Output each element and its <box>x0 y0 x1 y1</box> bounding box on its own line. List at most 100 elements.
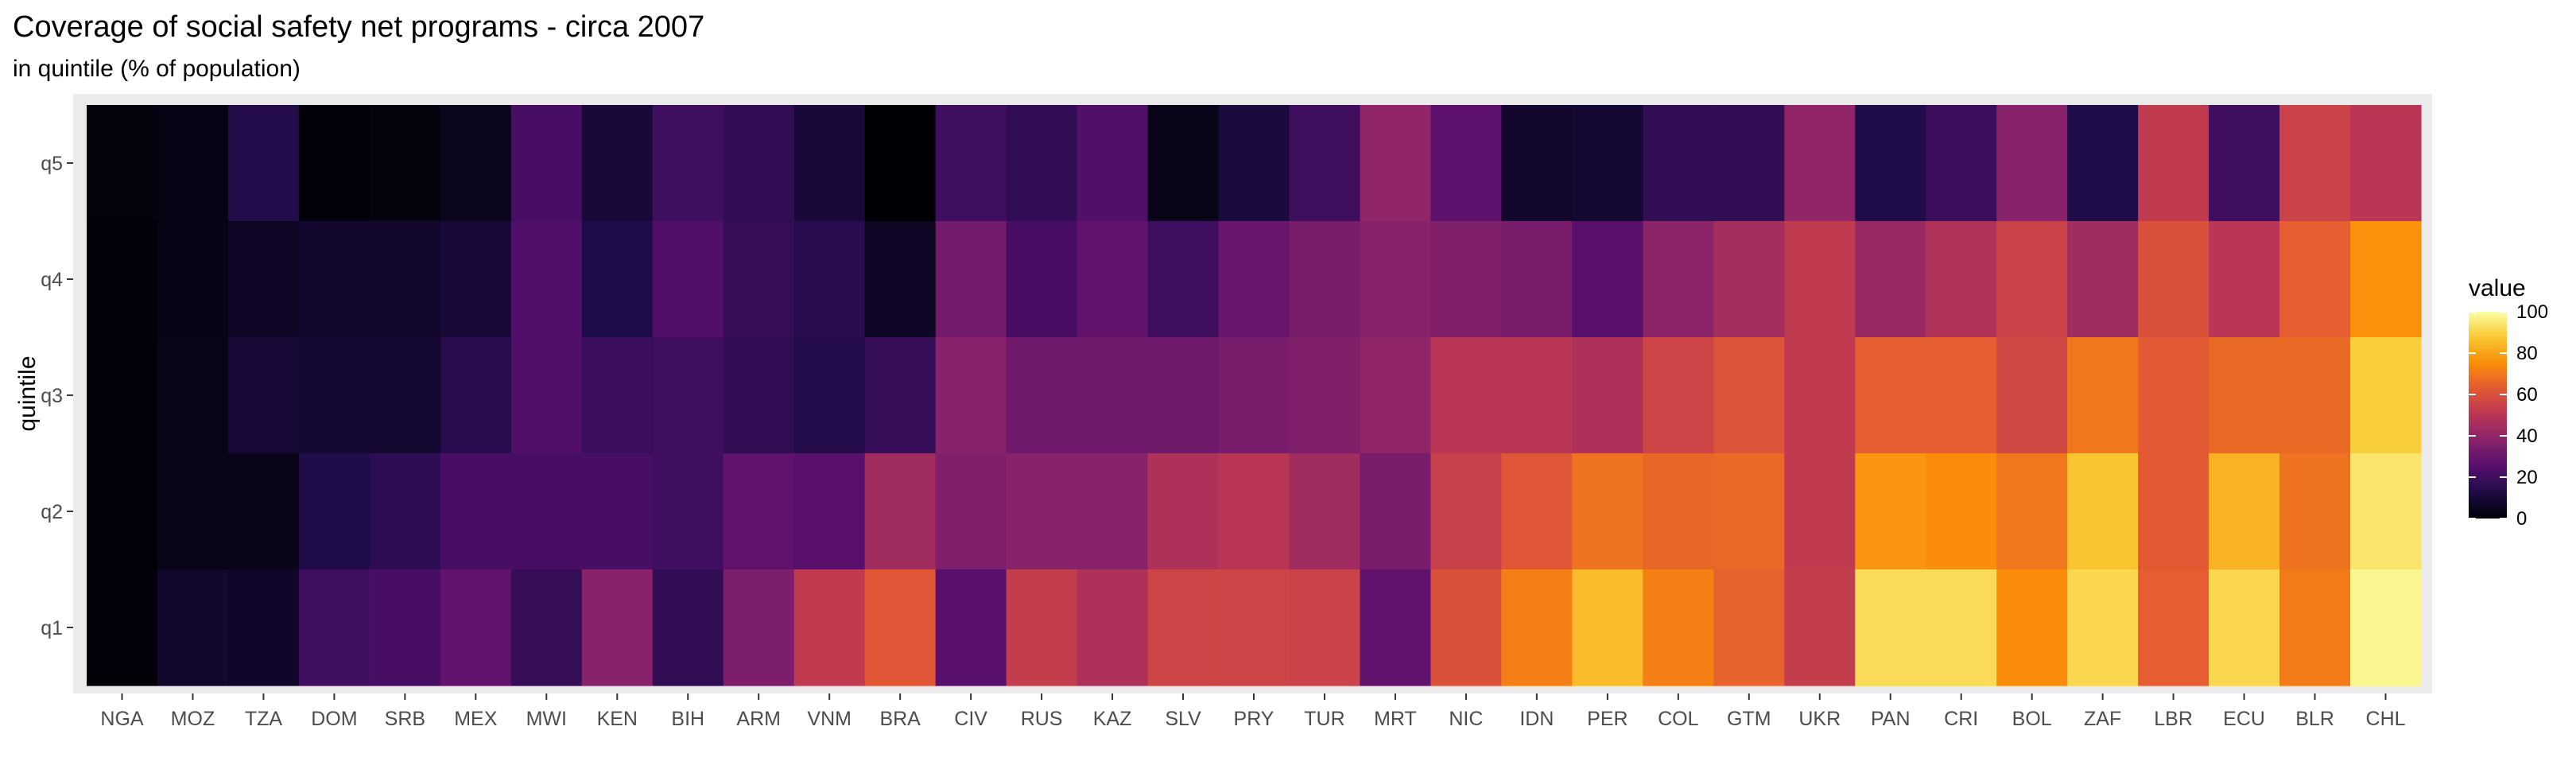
heatmap-cell-moz-q1 <box>157 569 229 686</box>
heatmap-cell-nga-q4 <box>87 221 158 338</box>
chart-subtitle: in quintile (% of population) <box>13 56 301 82</box>
heatmap-cell-tza-q3 <box>227 337 300 454</box>
heatmap-cell-moz-q3 <box>157 337 229 454</box>
heatmap-cell-vnm-q4 <box>793 221 866 338</box>
heatmap-cell-mrt-q2 <box>1360 453 1432 570</box>
heatmap-cell-pry-q4 <box>1218 221 1290 338</box>
colorbar-tick-label-60: 60 <box>2516 384 2538 406</box>
x-tick-label-tur: TUR <box>1304 708 1344 730</box>
heatmap-cell-dom-q5 <box>298 105 370 222</box>
heatmap-cell-pry-q3 <box>1218 337 1290 454</box>
heatmap-cell-dom-q4 <box>298 221 370 338</box>
heatmap-cell-nic-q1 <box>1430 569 1502 686</box>
heatmap-cell-tza-q2 <box>227 453 300 570</box>
heatmap-cell-rus-q4 <box>1006 221 1078 338</box>
heatmap-cell-arm-q3 <box>723 337 795 454</box>
heatmap-cell-lbr-q3 <box>2138 337 2209 454</box>
heatmap-cell-tza-q5 <box>227 105 300 222</box>
heatmap-cell-ukr-q1 <box>1784 569 1856 686</box>
heatmap-cell-mex-q4 <box>440 221 512 338</box>
y-axis: q5 q4 q3 q2 q1 <box>41 153 73 639</box>
heatmap-cell-arm-q2 <box>723 453 795 570</box>
heatmap-cell-nic-q4 <box>1430 221 1502 338</box>
heatmap-cell-srb-q3 <box>369 337 441 454</box>
heatmap-cell-dom-q2 <box>298 453 370 570</box>
heatmap-cell-pan-q4 <box>1855 221 1926 338</box>
y-tick-label-q4: q4 <box>41 269 63 291</box>
heatmap-cell-rus-q5 <box>1006 105 1078 222</box>
colorbar-tick-label-40: 40 <box>2516 425 2538 447</box>
heatmap-cell-cri-q3 <box>1926 337 1997 454</box>
heatmap-cell-nga-q5 <box>87 105 158 222</box>
x-tick-label-cri: CRI <box>1944 708 1978 730</box>
x-tick-label-ecu: ECU <box>2223 708 2265 730</box>
y-axis-title: quintile <box>14 355 41 431</box>
heatmap-cell-pan-q5 <box>1855 105 1926 222</box>
heatmap-cell-per-q3 <box>1572 337 1643 454</box>
x-axis: NGA MOZ TZA DOM SRB MEX MWI KEN BIH ARM VNM BRA CIV R… <box>100 693 2406 730</box>
heatmap-cell-idn-q1 <box>1501 569 1573 686</box>
x-tick-label-ukr: UKR <box>1798 708 1841 730</box>
heatmap-cell-blr-q4 <box>2279 221 2351 338</box>
heatmap-cell-tur-q2 <box>1289 453 1361 570</box>
x-tick-label-idn: IDN <box>1519 708 1554 730</box>
heatmap-cell-ukr-q3 <box>1784 337 1856 454</box>
heatmap-cell-rus-q1 <box>1006 569 1078 686</box>
heatmap-cell-arm-q1 <box>723 569 795 686</box>
heatmap-cell-pry-q1 <box>1218 569 1290 686</box>
heatmap-cell-dom-q3 <box>298 337 370 454</box>
heatmap-cell-srb-q4 <box>369 221 441 338</box>
x-tick-label-arm: ARM <box>736 708 781 730</box>
heatmap-cell-chl-q3 <box>2350 337 2422 454</box>
heatmap-cell-moz-q5 <box>157 105 229 222</box>
heatmap-cell-lbr-q4 <box>2138 221 2209 338</box>
heatmap-cell-pry-q5 <box>1218 105 1290 222</box>
heatmap-cell-vnm-q5 <box>793 105 866 222</box>
heatmap-cell-civ-q2 <box>935 453 1007 570</box>
heatmap-cell-tza-q4 <box>227 221 300 338</box>
heatmap-cell-col-q5 <box>1643 105 1714 222</box>
heatmap-cell-bih-q5 <box>652 105 724 222</box>
heatmap-cell-mwi-q4 <box>510 221 583 338</box>
x-tick-label-nic: NIC <box>1449 708 1483 730</box>
heatmap-cell-bra-q5 <box>864 105 937 222</box>
heatmap-cell-tza-q1 <box>227 569 300 686</box>
heatmap-cell-bih-q4 <box>652 221 724 338</box>
heatmap-cell-nga-q3 <box>87 337 158 454</box>
heatmap-cell-pry-q2 <box>1218 453 1290 570</box>
x-tick-label-bol: BOL <box>2012 708 2052 730</box>
heatmap-cell-srb-q1 <box>369 569 441 686</box>
heatmap-cell-mwi-q2 <box>510 453 583 570</box>
heatmap-cell-tur-q5 <box>1289 105 1361 222</box>
heatmap-cell-bol-q4 <box>1996 221 2068 338</box>
x-tick-label-pan: PAN <box>1871 708 1911 730</box>
heatmap-cell-kaz-q5 <box>1077 105 1149 222</box>
heatmap-cell-nga-q1 <box>87 569 158 686</box>
heatmap-cell-srb-q5 <box>369 105 441 222</box>
heatmap-cell-per-q1 <box>1572 569 1643 686</box>
heatmap-cell-mex-q1 <box>440 569 512 686</box>
heatmap-cell-chl-q2 <box>2350 453 2422 570</box>
heatmap-cell-idn-q5 <box>1501 105 1573 222</box>
heatmap-cell-pan-q3 <box>1855 337 1926 454</box>
heatmap-cell-nic-q2 <box>1430 453 1502 570</box>
heatmap-cell-chl-q1 <box>2350 569 2422 686</box>
color-legend: 0 20 40 60 80 100 <box>2469 301 2548 530</box>
heatmap-cell-ken-q5 <box>581 105 654 222</box>
heatmap-cell-ukr-q4 <box>1784 221 1856 338</box>
heatmap-cell-ken-q3 <box>581 337 654 454</box>
heatmap-cell-idn-q4 <box>1501 221 1573 338</box>
heatmap-cell-bih-q3 <box>652 337 724 454</box>
heatmap-cell-vnm-q1 <box>793 569 866 686</box>
heatmap-cell-rus-q3 <box>1006 337 1078 454</box>
heatmap-cell-zaf-q4 <box>2067 221 2139 338</box>
heatmap-cell-blr-q1 <box>2279 569 2351 686</box>
heatmap-cell-mex-q5 <box>440 105 512 222</box>
x-tick-label-bih: BIH <box>671 708 704 730</box>
heatmap-cell-ecu-q2 <box>2209 453 2280 570</box>
heatmap-cell-ecu-q3 <box>2209 337 2280 454</box>
heatmap-cell-mrt-q1 <box>1360 569 1432 686</box>
heatmap-cell-slv-q3 <box>1147 337 1220 454</box>
heatmap-cell-idn-q2 <box>1501 453 1573 570</box>
